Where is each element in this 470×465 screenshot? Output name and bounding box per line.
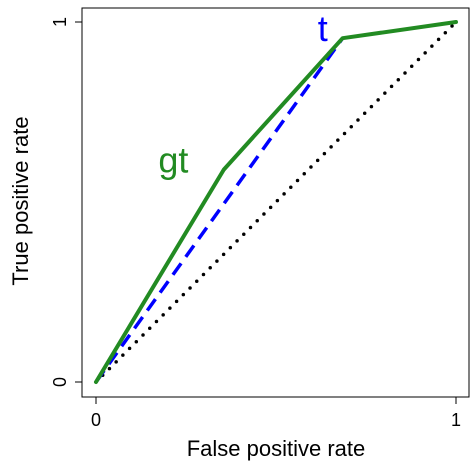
series-reference-line xyxy=(94,20,458,384)
annotation-t: t xyxy=(318,8,328,49)
plot-frame xyxy=(81,7,470,398)
y-tick-label: 1 xyxy=(50,17,70,27)
axis-layer: 0 1 0 1 xyxy=(50,17,461,430)
y-tick-label: 0 xyxy=(50,377,70,387)
series-layer xyxy=(94,20,458,384)
x-tick-label: 0 xyxy=(91,410,101,430)
y-axis-label: True positive rate xyxy=(8,116,33,285)
annotation-gt: gt xyxy=(158,140,188,181)
x-tick-label: 1 xyxy=(451,410,461,430)
series-t-line xyxy=(94,37,345,384)
x-axis-label: False positive rate xyxy=(187,436,366,461)
annotation-layer: gt t xyxy=(158,8,327,180)
series-gt-line xyxy=(94,20,458,384)
